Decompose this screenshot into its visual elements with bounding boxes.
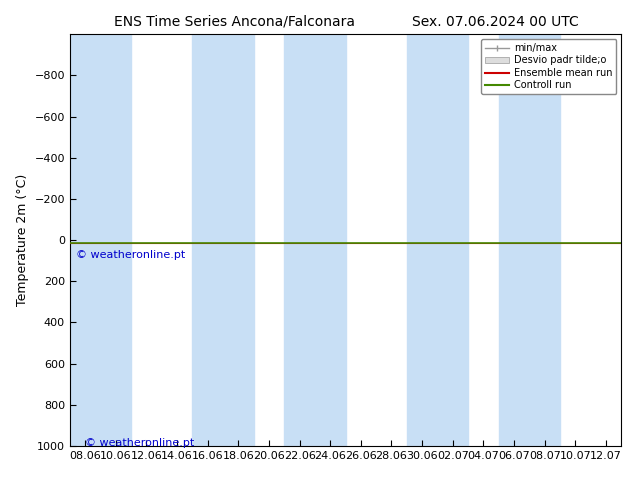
Text: ENS Time Series Ancona/Falconara: ENS Time Series Ancona/Falconara: [114, 15, 355, 29]
Legend: min/max, Desvio padr tilde;o, Ensemble mean run, Controll run: min/max, Desvio padr tilde;o, Ensemble m…: [481, 39, 616, 94]
Bar: [284, 34, 346, 446]
Bar: [499, 34, 560, 446]
Bar: [407, 34, 468, 446]
Bar: [192, 34, 254, 446]
Bar: [70, 34, 131, 446]
Y-axis label: Temperature 2m (°C): Temperature 2m (°C): [16, 174, 29, 306]
Text: © weatheronline.pt: © weatheronline.pt: [76, 250, 185, 260]
Text: Sex. 07.06.2024 00 UTC: Sex. 07.06.2024 00 UTC: [412, 15, 579, 29]
Text: © weatheronline.pt: © weatheronline.pt: [86, 438, 195, 448]
